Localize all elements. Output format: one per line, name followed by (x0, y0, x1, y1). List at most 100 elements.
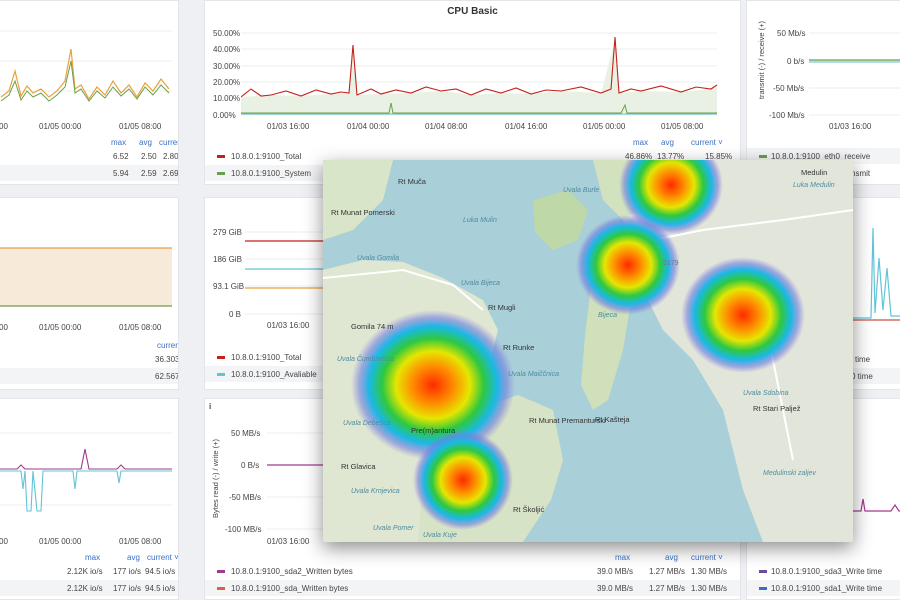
y-axis-label: transmit (-) / receive (+) (757, 21, 766, 100)
legend-row[interactable]: 36.303% (0, 351, 178, 367)
col-current-header[interactable]: current (157, 341, 178, 350)
y-tick: 186 GiB (213, 255, 242, 264)
y-tick: 0 B/s (241, 461, 260, 470)
value-current: 36.303% (155, 355, 178, 364)
iops-series-cyan (0, 470, 172, 512)
x-tick: 00 (0, 323, 8, 332)
legend-row-total[interactable]: 10.8.0.1:9100_Total 46.86% 13.77% 15.85% (205, 148, 740, 164)
legend-row-transmit[interactable]: nsmit (747, 165, 900, 181)
col-max-header[interactable]: max (633, 138, 649, 147)
col-avg-header[interactable]: avg (661, 138, 674, 147)
y-tick: 50 Mb/s (777, 29, 806, 38)
col-max-header[interactable]: max (85, 553, 101, 562)
x-tick: 01/04 00:00 (347, 122, 390, 131)
load-series-orange (0, 48, 170, 101)
x-tick: 01/03 16:00 (267, 537, 310, 546)
series-name: 10.8.0.1:9100_sda2_Written bytes (231, 567, 353, 576)
legend-row[interactable]: 2.12K io/s 177 io/s 94.5 io/s (0, 563, 178, 579)
x-tick: 01/05 00:00 (39, 537, 82, 546)
map-label: Rt Stari Paljež (753, 404, 801, 413)
col-current-header[interactable]: current ˅ (691, 138, 723, 147)
x-tick: 01/04 08:00 (425, 122, 468, 131)
series-name: 10.8.0.1:9100_sda_Written bytes (231, 584, 349, 593)
land-northwest (323, 160, 393, 240)
right-middle-chart (851, 227, 900, 321)
value-avg: 1.27 MB/s (649, 584, 686, 593)
heat-spot-east (681, 257, 805, 373)
series-name: 0 time (851, 372, 873, 381)
y-tick: -100 MB/s (225, 525, 262, 534)
heat-spot-peninsula (576, 215, 680, 315)
col-current-header[interactable]: current ˅ (691, 553, 723, 562)
x-tick: 01/05 00:00 (39, 323, 82, 332)
value-current: 1.30 MB/s (691, 584, 728, 593)
series-swatch (217, 570, 225, 573)
legend-row-sda3[interactable]: 10.8.0.1:9100_sda3_Write time (747, 563, 900, 579)
info-icon[interactable]: i (209, 402, 212, 411)
heat-spot-medulin-north (619, 160, 723, 235)
series-swatch (217, 172, 225, 175)
col-avg-header[interactable]: avg (139, 138, 152, 147)
col-max-header[interactable]: max (615, 553, 631, 562)
y-tick: 40.00% (213, 45, 241, 54)
x-tick: 01/05 00:00 (39, 122, 82, 131)
write-time-series (851, 498, 900, 512)
network-chart (809, 32, 900, 116)
value-max: 5.94 (113, 169, 129, 178)
value-avg: 1.27 MB/s (649, 567, 686, 576)
col-avg-header[interactable]: avg (665, 553, 678, 562)
x-tick: 00 (0, 537, 8, 546)
panel-title[interactable]: CPU Basic (447, 6, 498, 17)
legend-row[interactable]: 6.52 2.50 2.80 (0, 148, 178, 164)
map-water-label: Luka Medulin (793, 182, 835, 189)
x-tick: 01/04 16:00 (505, 122, 548, 131)
value-current: 1.30 MB/s (691, 567, 728, 576)
legend-row-sda1[interactable]: 10.8.0.1:9100_sda1_Write time (747, 580, 900, 596)
legend-row[interactable]: 5.94 2.59 2.69 (0, 165, 178, 181)
col-current-header[interactable]: current (159, 138, 178, 147)
map-water-label: Medulinski zaljev (763, 470, 816, 477)
heatmap-map-overlay[interactable]: Rt Muča Luka Mulin Rt Munat Pomerski Uva… (323, 160, 853, 542)
series-name: 10.8.0.1:9100_System (231, 169, 312, 178)
cpu-total-series (241, 36, 718, 98)
panel-usage: 00 01/05 00:00 01/05 08:00 current 36.30… (0, 197, 179, 390)
y-tick: 10.00% (213, 94, 241, 103)
cpu-total-area (241, 41, 717, 115)
x-tick: 01/03 16:00 (267, 122, 310, 131)
y-tick: 93.1 GiB (213, 282, 245, 291)
series-swatch (217, 373, 225, 376)
x-tick: 00 (0, 122, 8, 131)
heat-spot-south (413, 430, 513, 530)
col-max-header[interactable]: max (111, 138, 127, 147)
map-water-label: Uvala Gomila (357, 255, 400, 262)
y-tick: 50.00% (213, 29, 241, 38)
value-avg: 13.77% (657, 152, 685, 161)
usage-area (0, 248, 172, 306)
y-axis-label: Bytes read (-) / write (+) (211, 439, 220, 518)
y-tick: 20.00% (213, 78, 241, 87)
legend-row[interactable]: 2.12K io/s 177 io/s 94.5 io/s (0, 580, 178, 596)
legend-row-total[interactable]: 10.8.0.1:9100_Total (205, 349, 740, 365)
y-tick: 0 B (229, 310, 242, 319)
legend-row[interactable]: 62.567% (0, 368, 178, 384)
series-name: 10.8.0.1:9100_Total (231, 152, 302, 161)
x-tick: 01/05 08:00 (661, 122, 704, 131)
panel-iops: 00 01/05 00:00 01/05 08:00 max avg curre… (0, 398, 179, 600)
value-max: 39.0 MB/s (597, 567, 634, 576)
value-max: 6.52 (113, 152, 129, 161)
series-name: 10.8.0.1:9100_eth0_receive (771, 152, 871, 161)
series-name: 10.8.0.1:9100_sda3_Write time (771, 567, 883, 576)
legend-row[interactable]: time (747, 351, 900, 367)
map-water-label: Uvala Bijeca (461, 280, 500, 287)
map-water-label: Uvala Čumbrašica (337, 356, 395, 363)
panel-load: 00 01/05 00:00 01/05 08:00 max avg curre… (0, 0, 179, 185)
value-max: 46.86% (625, 152, 653, 161)
map-canvas[interactable] (323, 160, 853, 542)
value-max: 2.12K io/s (67, 584, 103, 593)
legend-row-sda[interactable]: 10.8.0.1:9100_sda_Written bytes 39.0 MB/… (205, 580, 740, 596)
col-avg-header[interactable]: avg (127, 553, 140, 562)
x-tick: 01/05 08:00 (119, 122, 162, 131)
col-current-header[interactable]: current ˅ (147, 553, 179, 562)
legend-row-sda2[interactable]: 10.8.0.1:9100_sda2_Written bytes 39.0 MB… (205, 563, 740, 579)
y-tick: 0.00% (213, 111, 236, 120)
